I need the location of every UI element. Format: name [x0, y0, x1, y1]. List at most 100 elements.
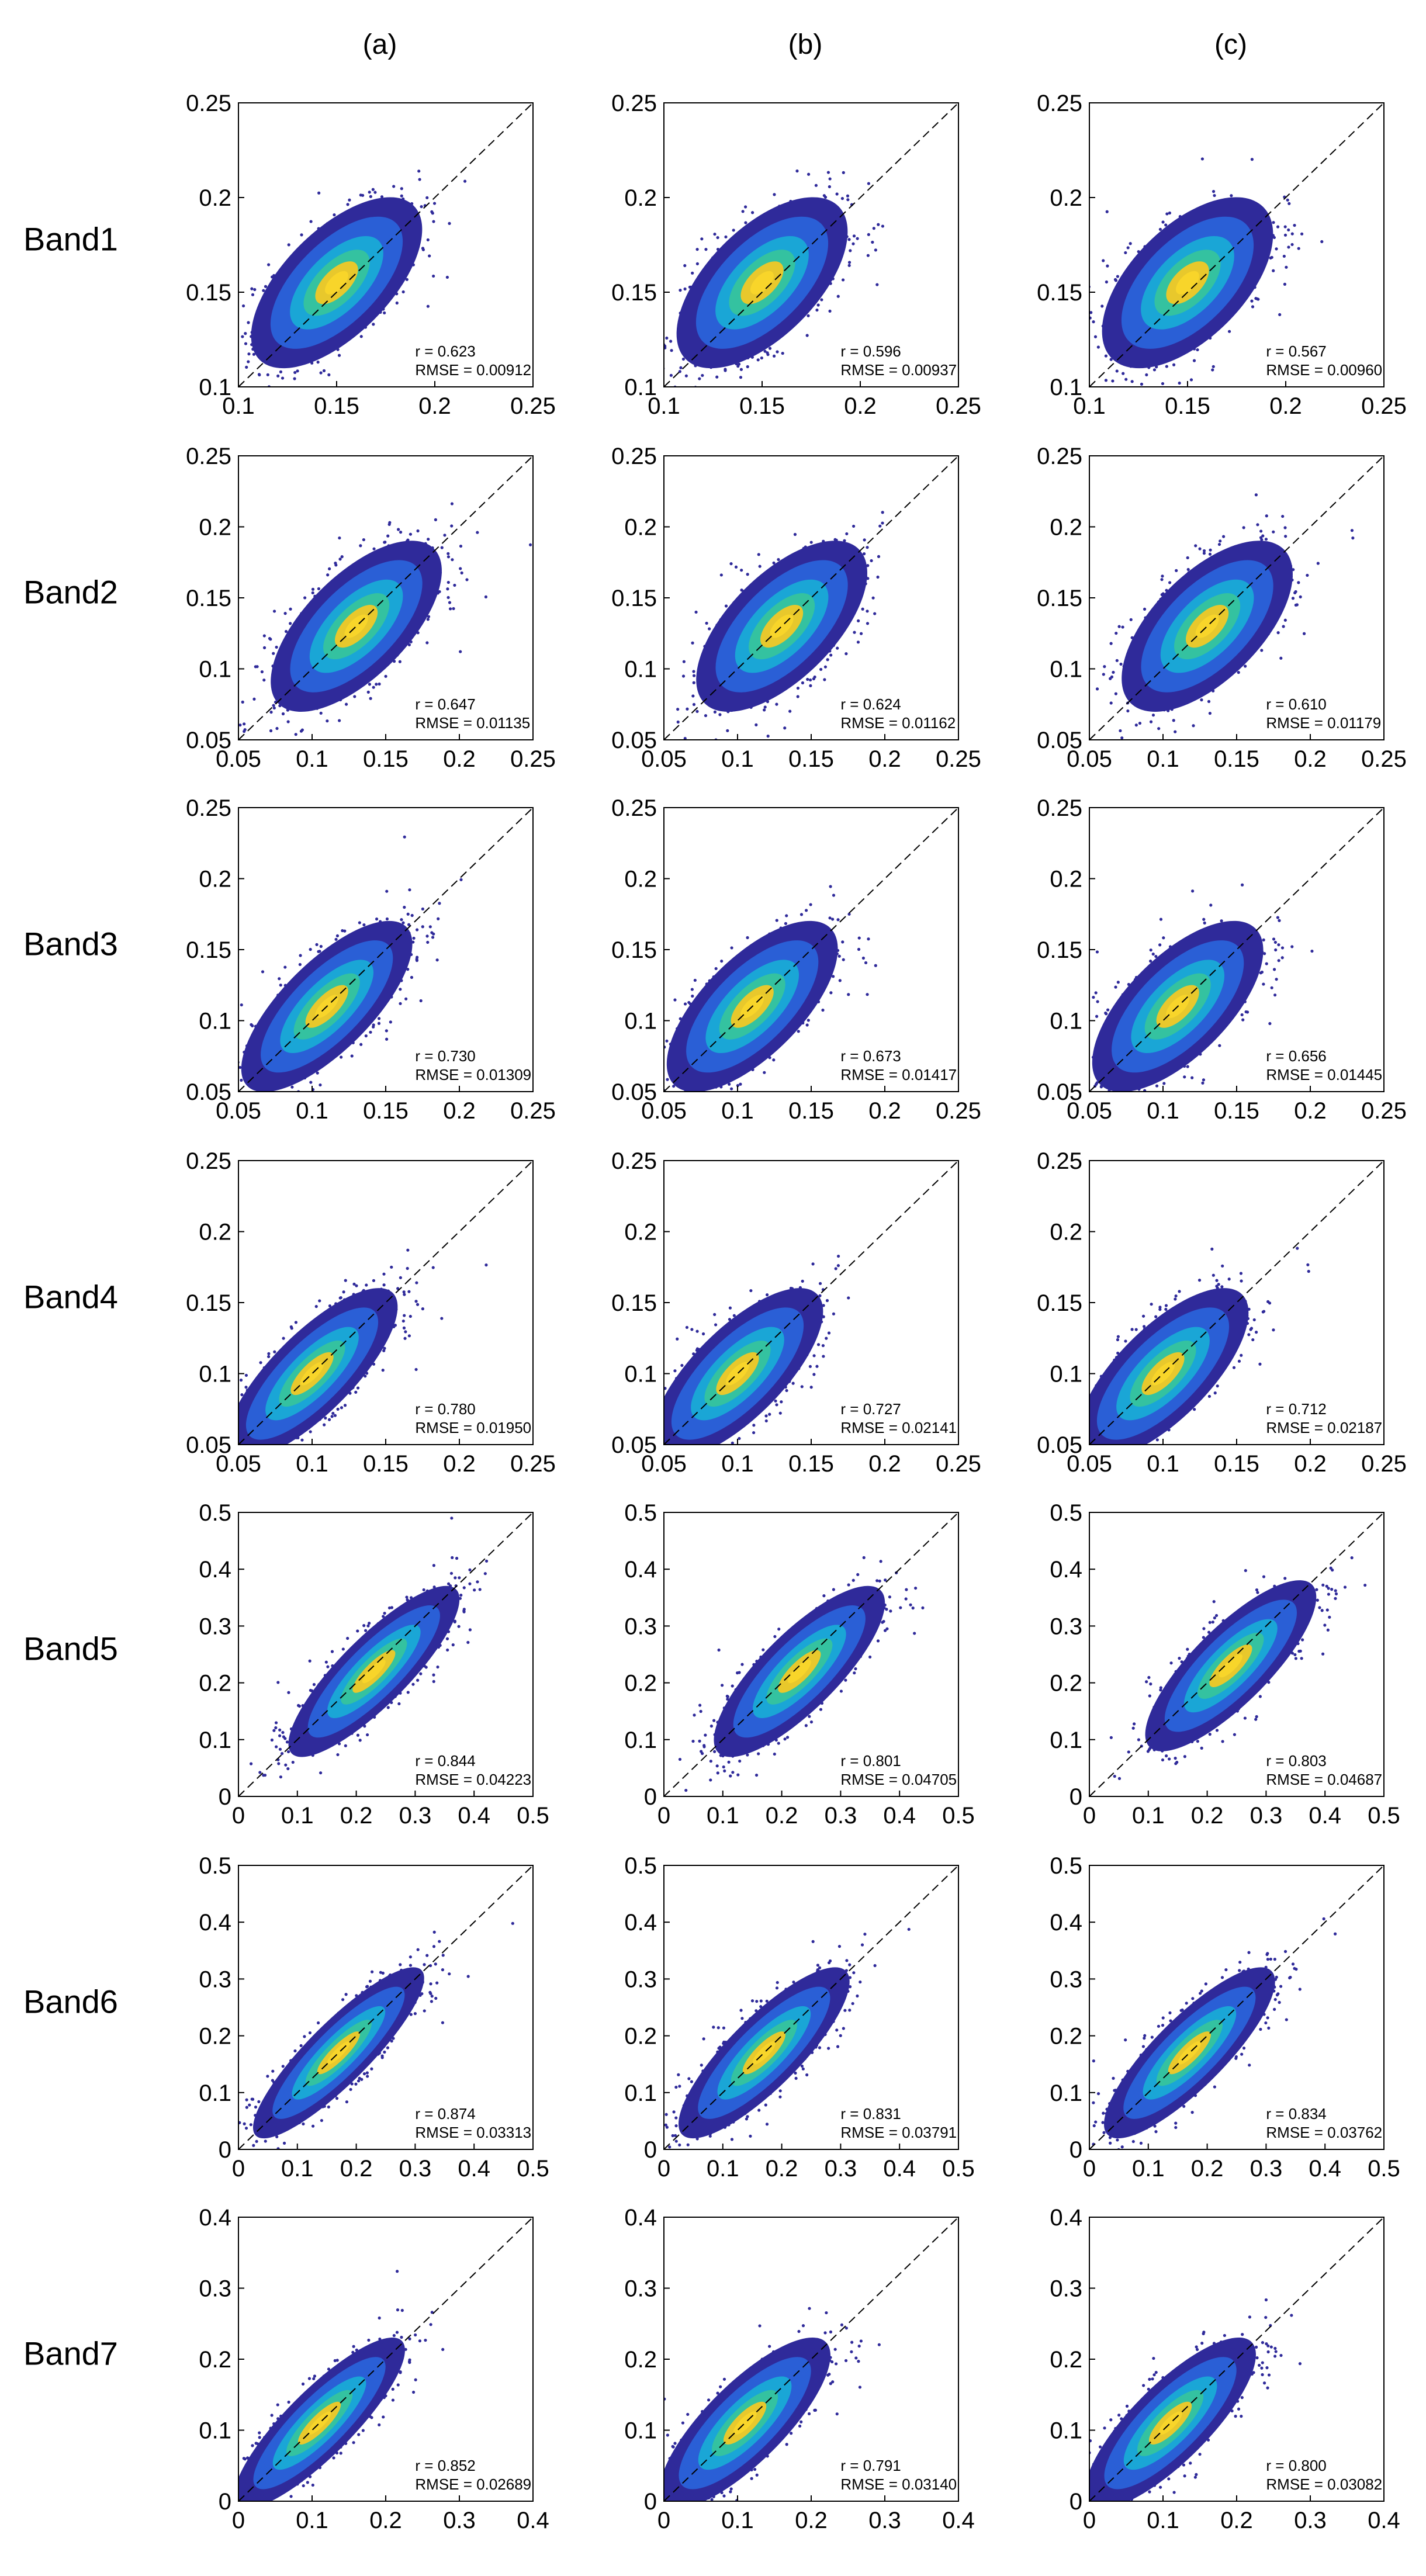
scatter-point: [828, 177, 832, 181]
scatter-point: [366, 690, 370, 694]
scatter-point: [857, 619, 860, 623]
scatter-point: [398, 660, 402, 663]
scatter-point: [316, 361, 320, 364]
scatter-point: [691, 390, 694, 393]
scatter-point: [744, 221, 747, 224]
scatter-point: [260, 670, 264, 674]
scatter-point: [1165, 365, 1168, 368]
scatter-point: [269, 711, 273, 714]
scatter-point: [1124, 392, 1127, 394]
x-tick-label: 0.25: [1361, 393, 1407, 419]
scatter-point: [353, 695, 356, 698]
y-tick-label: 0.2: [1050, 185, 1082, 211]
y-tick-label: 0.05: [186, 728, 231, 753]
y-tick-label: 0.1: [1050, 375, 1082, 400]
r-value: r = 0.596: [840, 342, 901, 360]
scatter-point: [694, 610, 698, 614]
scatter-point: [760, 356, 763, 360]
scatter-point: [638, 311, 641, 314]
scatter-point: [775, 702, 778, 706]
rmse-value: RMSE = 0.01135: [415, 714, 530, 732]
scatter-point: [293, 377, 296, 380]
scatter-point: [368, 683, 372, 686]
scatter-point: [276, 374, 280, 378]
y-tick-label: 0.2: [199, 515, 231, 541]
scatter-point: [1276, 225, 1280, 228]
scatter-point: [402, 290, 405, 294]
scatter-point: [392, 185, 396, 188]
scatter-point: [319, 711, 323, 715]
y-tick-label: 0.2: [624, 515, 657, 541]
scatter-point: [271, 275, 274, 279]
axes-frame: [663, 102, 959, 387]
r-value: r = 0.647: [415, 695, 475, 713]
scatter-point: [1140, 382, 1144, 386]
one-to-one-line: [238, 102, 534, 387]
scatter-point: [1161, 220, 1165, 224]
scatter-point: [836, 295, 840, 298]
y-tick-label: 0.25: [611, 91, 657, 116]
scatter-point: [1114, 692, 1118, 695]
scatter-point: [704, 714, 708, 718]
scatter-point: [245, 365, 248, 369]
scatter-point: [275, 645, 278, 649]
rmse-value: RMSE = 0.00960: [1266, 361, 1382, 379]
x-tick-label: 0.2: [418, 393, 451, 419]
scatter-point: [262, 678, 266, 682]
scatter-point: [369, 195, 372, 198]
scatter-point: [1290, 243, 1294, 247]
scatter-point: [1208, 552, 1212, 556]
scatter-point: [1320, 240, 1324, 244]
x-tick-label: 0.25: [936, 393, 981, 419]
scatter-point: [679, 289, 682, 292]
scatter-point: [251, 293, 255, 296]
scatter-point: [289, 622, 292, 625]
scatter-point: [1350, 529, 1354, 532]
scatter-point: [670, 349, 673, 352]
scatter-point: [1230, 194, 1233, 198]
scatter-point: [852, 234, 856, 238]
scatter-point: [806, 677, 809, 681]
scatter-point: [1285, 265, 1288, 269]
scatter-point: [445, 275, 449, 279]
scatter-point: [267, 263, 271, 266]
scatter-point: [452, 607, 455, 611]
scatter-point: [283, 612, 287, 615]
scatter-point: [244, 342, 248, 345]
scatter-point: [796, 686, 800, 690]
scatter-point: [234, 378, 237, 381]
density-contour: [1176, 271, 1199, 295]
scatter-point: [692, 670, 695, 673]
scatter-point: [705, 621, 708, 625]
scatter-point: [1116, 275, 1120, 278]
scatter-point: [1282, 254, 1286, 258]
scatter-point: [338, 558, 342, 561]
scatter-point: [815, 308, 819, 312]
scatter-point: [768, 347, 772, 350]
row-label: Band4: [23, 1279, 118, 1315]
scatter-point: [371, 188, 375, 191]
scatter-point: [877, 555, 881, 558]
y-tick-label: 0.15: [186, 280, 231, 306]
scatter-point: [405, 278, 409, 281]
scatter-point: [293, 371, 297, 375]
scatter-point: [814, 183, 818, 187]
rmse-value: RMSE = 0.01162: [840, 714, 956, 732]
scatter-point: [1124, 251, 1127, 255]
scatter-point: [386, 534, 390, 538]
scatter-point: [823, 678, 826, 681]
scatter-point: [241, 335, 244, 338]
scatter-point: [1287, 228, 1290, 232]
scatter-point: [287, 243, 290, 247]
x-tick-label: 0.05: [641, 746, 687, 772]
scatter-point: [428, 254, 431, 258]
scatter-point: [359, 335, 363, 338]
scatter-point: [372, 547, 376, 550]
scatter-point: [772, 561, 776, 565]
scatter-point: [758, 565, 762, 568]
scatter-point: [272, 704, 275, 707]
scatter-point: [819, 667, 823, 671]
r-label: r =: [840, 695, 863, 713]
rmse-number: 0.00912: [476, 361, 531, 379]
scatter-point: [737, 362, 741, 366]
